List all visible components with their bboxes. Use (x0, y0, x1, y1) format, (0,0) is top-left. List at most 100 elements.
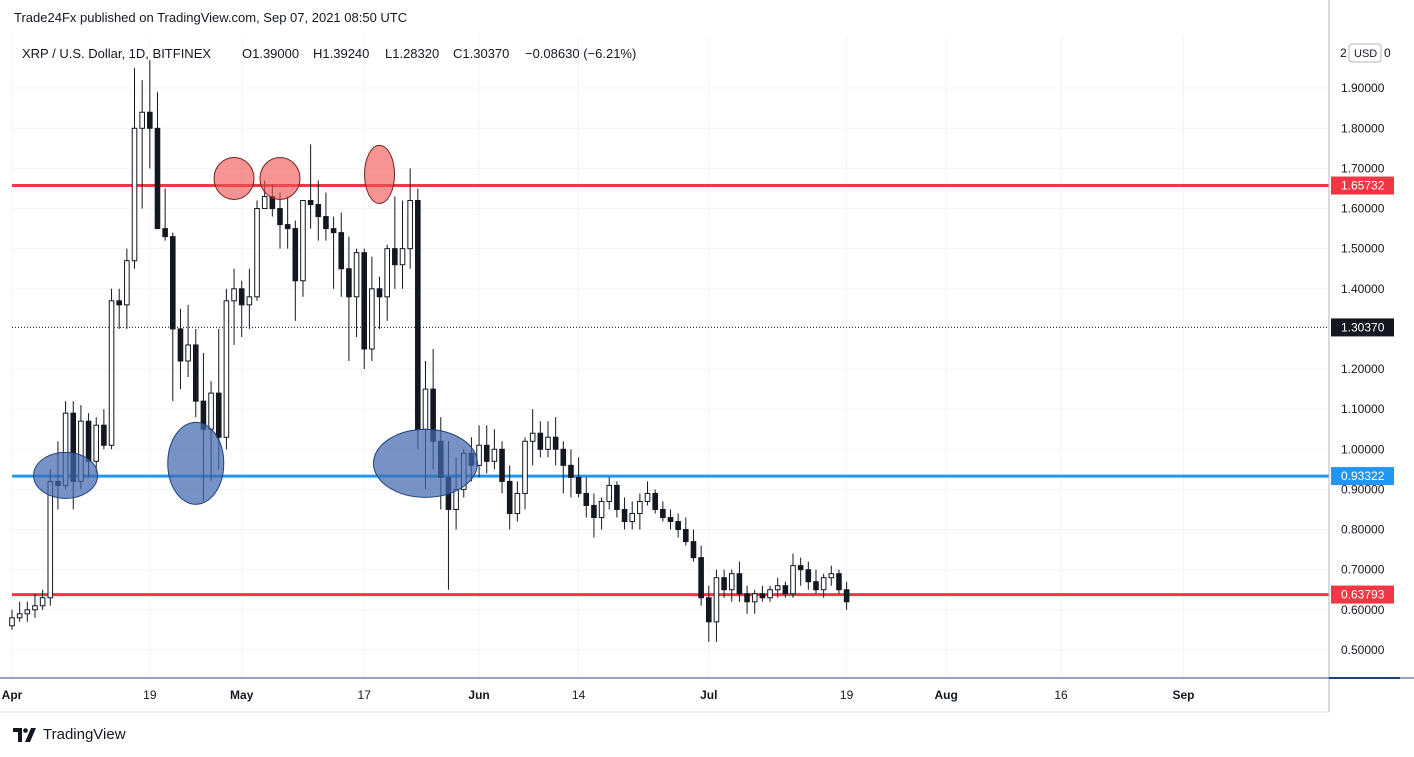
candle-up (637, 500, 643, 514)
candle-up (629, 512, 636, 523)
currency-badge[interactable]: 2 USD 0 (1340, 43, 1391, 63)
y-tick-label: 0.70000 (1341, 563, 1385, 577)
candle-down (361, 252, 368, 350)
candle-down (323, 216, 329, 230)
y-tick-label: 1.70000 (1341, 161, 1385, 175)
support-ellipse (167, 421, 225, 505)
x-tick-label: 14 (572, 688, 586, 702)
x-tick-label: 17 (358, 688, 372, 702)
candle-down (797, 565, 804, 571)
candle-down (537, 432, 544, 450)
candle-up (16, 613, 23, 619)
level-price-label: 0.63793 (1341, 588, 1385, 602)
candle-up (606, 484, 613, 502)
candle-up (185, 344, 191, 362)
x-tick-label: Sep (1173, 688, 1195, 702)
candle-up (453, 488, 459, 510)
level-price-tag (1331, 467, 1394, 486)
candle-up (139, 111, 145, 129)
candle-down (843, 589, 850, 603)
y-tick-label: 1.20000 (1341, 362, 1385, 376)
candle-down (238, 288, 245, 306)
x-tick-label: Aug (934, 688, 957, 702)
tradingview-logo-icon (13, 727, 36, 742)
candle-up (300, 200, 306, 282)
candle-up (261, 196, 268, 210)
candle-up (246, 296, 253, 306)
candle-down (836, 573, 842, 591)
candle-down (698, 557, 704, 599)
candle-down (621, 508, 628, 523)
last-price-tag (1331, 318, 1394, 337)
candle-up (93, 424, 100, 462)
tradingview-footer[interactable]: TradingView (13, 726, 126, 743)
candle-up (24, 609, 31, 615)
candle-up (384, 248, 390, 298)
y-tick-label: 1.80000 (1341, 121, 1385, 135)
level-price-label: 0.93322 (1341, 469, 1385, 483)
candle-up (131, 127, 138, 262)
candle-down (705, 597, 712, 623)
last-price-label: 1.30370 (1341, 320, 1385, 334)
ohlc-change: −0.08630 (−6.21%) (525, 46, 636, 61)
level-price-label: 1.65732 (1341, 179, 1385, 193)
candle-up (231, 288, 237, 302)
ohlc-open: O1.39000 (242, 46, 299, 61)
candle-down (683, 529, 689, 543)
candle-up (751, 593, 758, 603)
candle-down (330, 228, 337, 234)
candle-up (790, 565, 796, 595)
candle-up (399, 248, 406, 266)
candle-up (713, 577, 720, 623)
publisher-header: Trade24Fx published on TradingView.com, … (14, 10, 407, 25)
x-tick-label: May (230, 688, 254, 702)
currency-label: USD (1354, 48, 1377, 60)
candle-down (675, 521, 681, 531)
tradingview-brand: TradingView (43, 726, 126, 743)
candles (9, 60, 850, 642)
currency-box[interactable] (1348, 43, 1382, 63)
y-axis-top-label: 2 (1340, 46, 1347, 60)
candle-down (552, 436, 559, 450)
publisher-text: Trade24Fx published on TradingView.com, … (14, 10, 408, 25)
candle-down (284, 224, 291, 230)
y-tick-label: 1.10000 (1341, 402, 1385, 416)
candle-down (101, 424, 107, 446)
candle-down (154, 127, 161, 230)
candle-down (736, 573, 743, 595)
candle-down (169, 236, 176, 330)
y-tick-label: 1.00000 (1341, 442, 1385, 456)
candle-up (820, 577, 827, 591)
candle-up (728, 573, 735, 591)
candle-down (813, 581, 819, 591)
x-tick-label: Jun (468, 688, 489, 702)
candle-up (108, 300, 115, 446)
candle-down (116, 300, 122, 306)
candle-down (215, 392, 222, 438)
candle-up (522, 440, 528, 494)
candle-up (32, 605, 38, 611)
candle-down (307, 200, 314, 206)
candle-up (39, 597, 46, 607)
candle-up (644, 492, 651, 502)
y-tick-label: 0.90000 (1341, 482, 1385, 496)
highlight-ellipses (33, 144, 478, 505)
candle-down (782, 585, 789, 595)
y-tick-label: 0.60000 (1341, 603, 1385, 617)
x-tick-label: Apr (2, 688, 23, 702)
candle-up (774, 585, 781, 591)
candle-down (759, 593, 766, 599)
candle-up (514, 492, 521, 514)
candle-up (598, 500, 605, 519)
candle-up (47, 480, 54, 599)
y-tick-label: 0.50000 (1341, 643, 1385, 657)
y-tick-label: 1.40000 (1341, 282, 1385, 296)
axes (0, 0, 1414, 713)
candle-down (560, 448, 567, 466)
ohlc-low: L1.28320 (385, 46, 439, 61)
symbol-line: XRP / U.S. Dollar, 1D, BITFINEX (22, 46, 211, 61)
level-price-tag (1331, 176, 1394, 195)
candle-down (85, 420, 92, 462)
candle-down (177, 328, 184, 362)
